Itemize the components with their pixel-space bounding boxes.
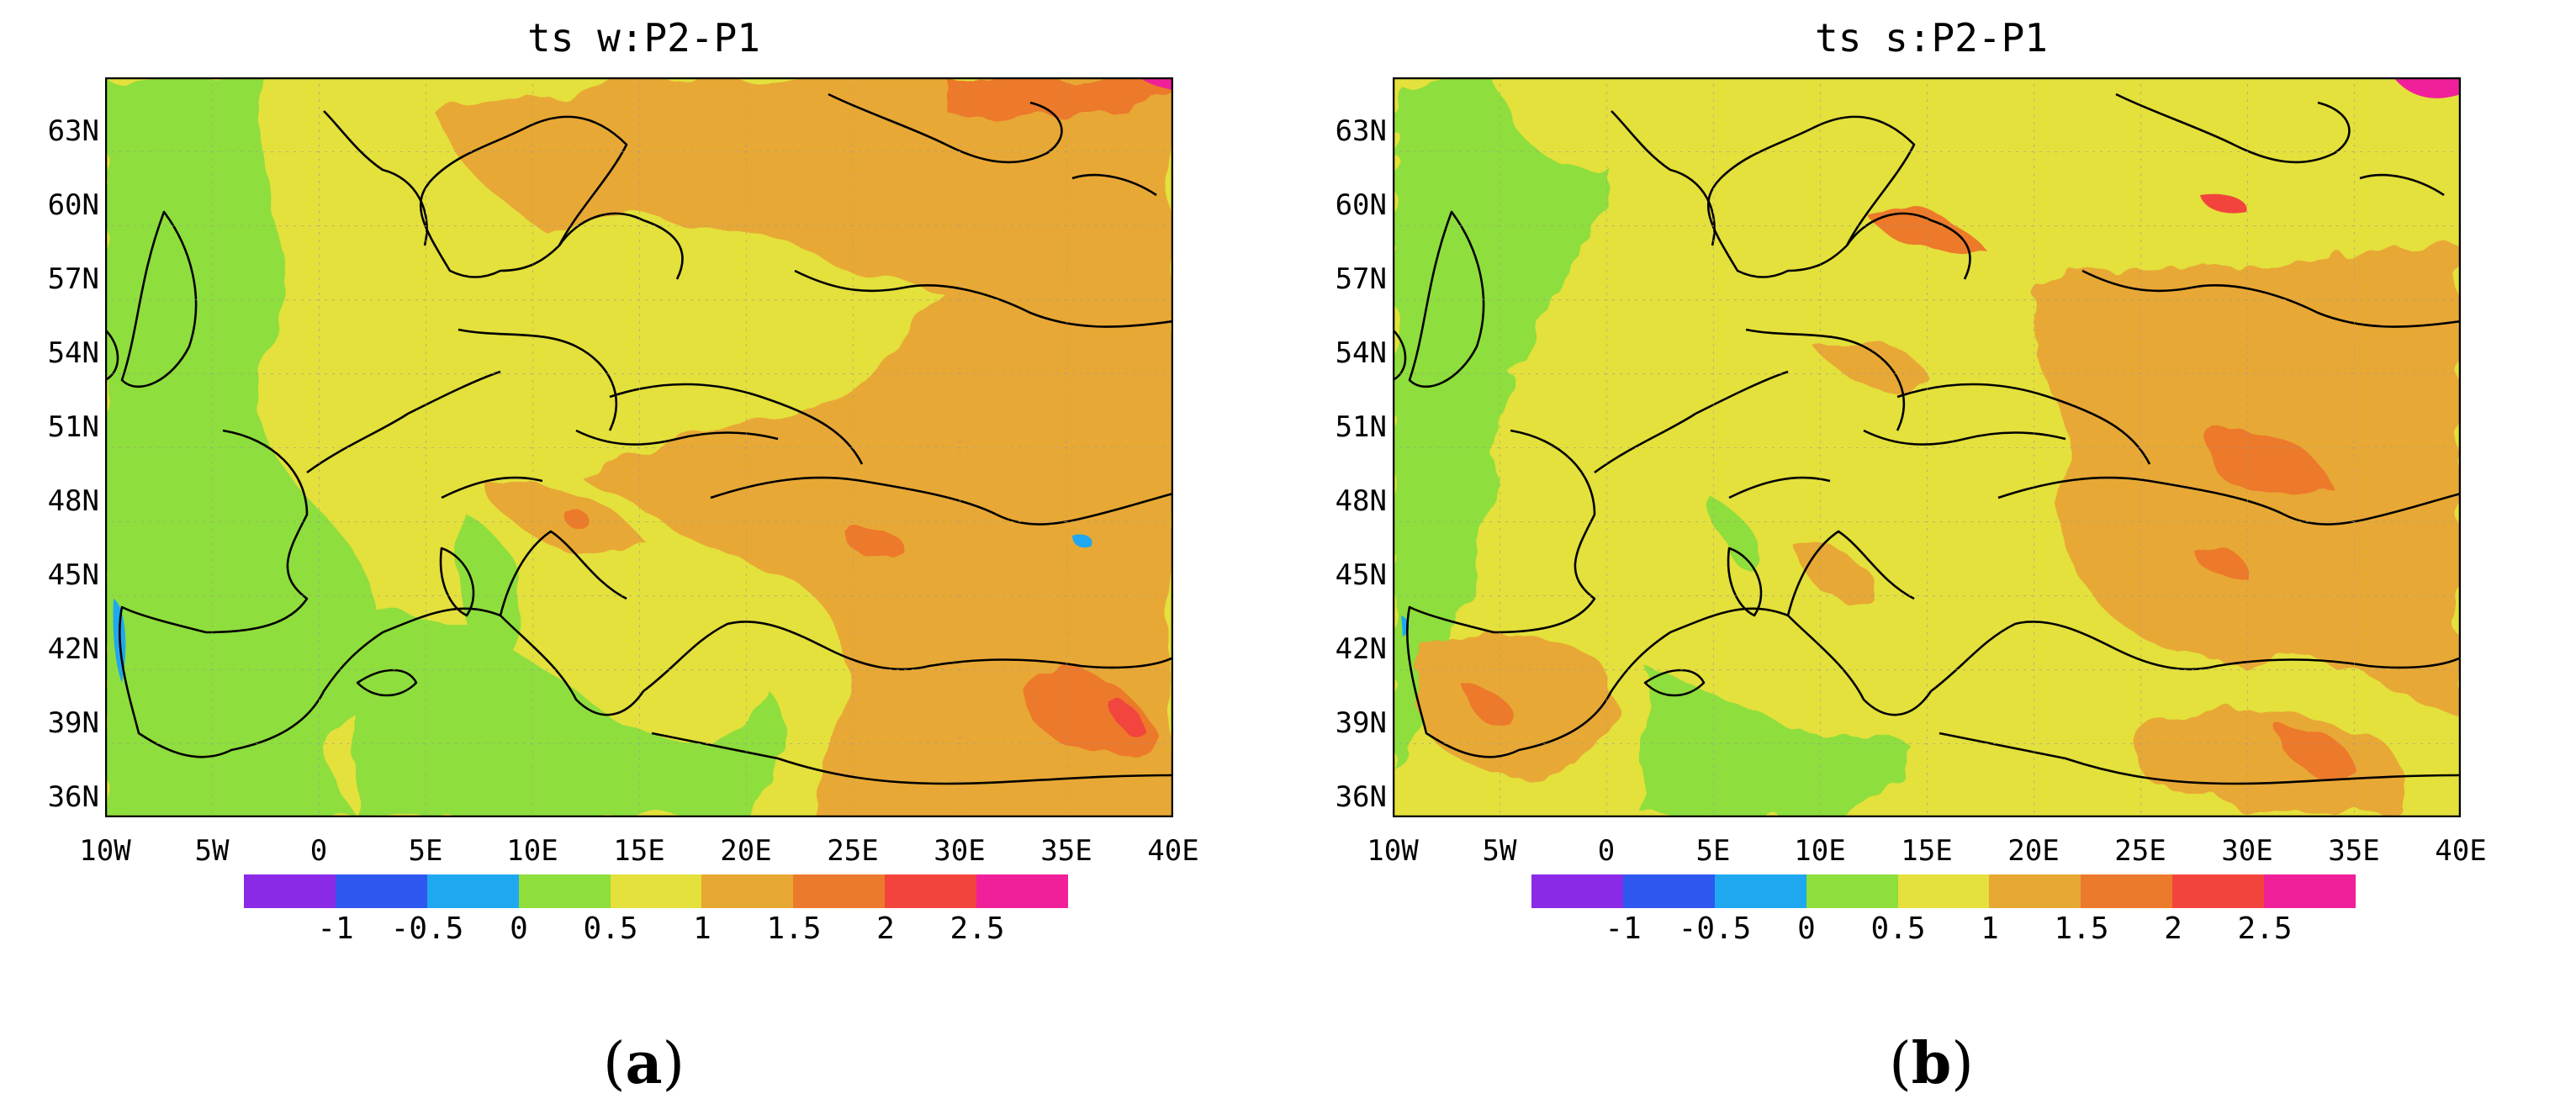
lon-label: 25E: [827, 834, 879, 868]
panel-caption: (b): [1288, 1030, 2575, 1097]
lat-label: 51N: [47, 410, 99, 444]
colorbar-label: -1: [317, 911, 354, 946]
lat-label: 45N: [1335, 558, 1387, 592]
caption-open: (: [1889, 1031, 1912, 1097]
colorbar-swatch: [2264, 874, 2356, 908]
colorbar-label: 1.5: [766, 911, 822, 946]
lon-label: 25E: [2114, 834, 2166, 868]
colorbar-label: 1: [1981, 911, 1999, 946]
lon-label: 20E: [720, 834, 772, 868]
lat-label: 42N: [47, 632, 99, 666]
lat-label: 45N: [47, 558, 99, 592]
lat-label: 57N: [1335, 262, 1387, 296]
lat-label: 39N: [1335, 706, 1387, 740]
panel-caption: (a): [0, 1030, 1288, 1097]
lon-label: 0: [1597, 834, 1616, 868]
lon-label: 10W: [1367, 834, 1419, 868]
colorbar-label: 0: [1797, 911, 1816, 946]
colorbar-swatch: [2081, 874, 2173, 908]
lon-label: 15E: [613, 834, 665, 868]
lon-label: 10E: [506, 834, 558, 868]
colorbar-swatch: [518, 874, 611, 908]
colorbar-swatch: [426, 874, 519, 908]
lat-label: 63N: [1335, 114, 1387, 148]
lat-label: 36N: [1335, 780, 1387, 814]
colorbar-swatch: [244, 874, 336, 908]
lon-label: 40E: [1147, 834, 1199, 868]
colorbar-swatch: [610, 874, 702, 908]
lat-label: 48N: [47, 484, 99, 518]
lat-label: 48N: [1335, 484, 1387, 518]
colorbar-swatch: [1989, 874, 2081, 908]
colorbar-swatch: [1806, 874, 1898, 908]
lon-label: 15E: [1901, 834, 1953, 868]
lat-label: 51N: [1335, 410, 1387, 444]
colorbar-label: -1: [1605, 911, 1642, 946]
lon-label: 30E: [2221, 834, 2273, 868]
colorbar-swatch: [1714, 874, 1806, 908]
lon-label: 5W: [194, 834, 230, 868]
colorbar-swatch: [1622, 874, 1715, 908]
panel-a: ts w:P2-P1 63N 60N 57N 54N 51N 48N 45N 4…: [0, 15, 1288, 1097]
colorbar-label: 1.5: [2054, 911, 2109, 946]
colorbar-swatch: [793, 874, 886, 908]
colorbar-label: 2.5: [2237, 911, 2293, 946]
lon-label: 30E: [934, 834, 986, 868]
colorbar-swatch: [1897, 874, 1990, 908]
lon-label: 10E: [1794, 834, 1846, 868]
colorbar: [244, 874, 1069, 908]
colorbar-swatch: [335, 874, 427, 908]
lat-label: 39N: [47, 706, 99, 740]
colorbar-swatch: [976, 874, 1069, 908]
colorbar-label: 0.5: [583, 911, 638, 946]
lon-label: 40E: [2435, 834, 2487, 868]
colorbar-swatch: [1531, 874, 1623, 908]
colorbar-swatch: [701, 874, 794, 908]
lon-label: 0: [309, 834, 328, 868]
lat-label: 60N: [47, 188, 99, 222]
caption-letter: b: [1911, 1030, 1952, 1097]
map-winter: [105, 77, 1173, 817]
map-summer: [1393, 77, 2461, 817]
lat-label: 42N: [1335, 632, 1387, 666]
lon-label: 5E: [1695, 834, 1731, 868]
colorbar-label: 2: [2164, 911, 2182, 946]
caption-close: ): [662, 1031, 685, 1097]
colorbar-label: -0.5: [390, 911, 464, 946]
lon-label: 35E: [2328, 834, 2380, 868]
lat-label: 60N: [1335, 188, 1387, 222]
lon-label: 5W: [1482, 834, 1517, 868]
lon-label: 20E: [2007, 834, 2060, 868]
colorbar-label: 0.5: [1870, 911, 1926, 946]
lat-label: 54N: [47, 336, 99, 370]
caption-letter: a: [625, 1030, 663, 1097]
colorbar-label: 0: [510, 911, 528, 946]
lon-label: 10W: [79, 834, 131, 868]
colorbar-label: 2.5: [949, 911, 1005, 946]
lon-label: 35E: [1040, 834, 1092, 868]
colorbar-label: 2: [876, 911, 895, 946]
lat-label: 57N: [47, 262, 99, 296]
colorbar-label: -0.5: [1678, 911, 1752, 946]
lat-label: 63N: [47, 114, 99, 148]
colorbar-swatch: [2172, 874, 2265, 908]
panel-title: ts w:P2-P1: [527, 15, 760, 61]
caption-close: ): [1951, 1031, 1974, 1097]
panel-b: ts s:P2-P1 63N 60N 57N 54N 51N 48N 45N 4…: [1288, 0, 2575, 1120]
caption-open: (: [602, 1031, 626, 1097]
colorbar: [1531, 874, 2356, 908]
lat-label: 36N: [47, 780, 99, 814]
panel-title: ts s:P2-P1: [1815, 15, 2048, 61]
lon-label: 5E: [408, 834, 443, 868]
colorbar-swatch: [885, 874, 977, 908]
colorbar-label: 1: [693, 911, 711, 946]
lat-label: 54N: [1335, 336, 1387, 370]
